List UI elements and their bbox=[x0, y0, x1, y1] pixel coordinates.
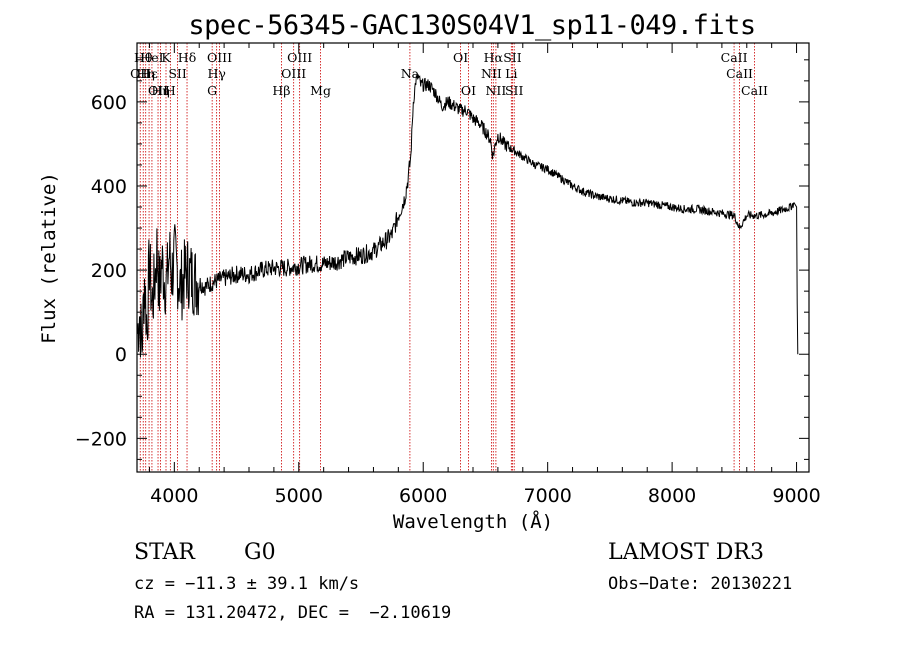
line-label-19: OI bbox=[453, 50, 468, 65]
y-tick-label: 400 bbox=[91, 176, 127, 198]
spectral-line-labels: OIIHθHηHεHeIOIIHηKHSIIHδGHγOIIIHβOIIIOII… bbox=[130, 50, 768, 98]
x-axis-label: Wavelength (Å) bbox=[393, 510, 553, 533]
line-label-9: SII bbox=[168, 66, 187, 81]
line-label-10: Hδ bbox=[178, 50, 196, 65]
line-label-4: HeI bbox=[140, 50, 163, 65]
line-label-25: SII bbox=[503, 50, 522, 65]
object-subclass: G0 bbox=[244, 540, 276, 565]
y-tick-label: −200 bbox=[75, 428, 127, 450]
x-tick-label: 5000 bbox=[275, 485, 323, 507]
line-label-18: Na bbox=[401, 66, 420, 81]
line-label-12: Hγ bbox=[207, 66, 225, 81]
x-tick-label: 7000 bbox=[523, 485, 571, 507]
line-label-11: G bbox=[207, 83, 217, 98]
line-label-27: CaII bbox=[721, 50, 748, 65]
line-label-2: Hη bbox=[137, 66, 155, 81]
x-tick-label: 9000 bbox=[772, 485, 820, 507]
observation-date: Obs−Date: 20130221 bbox=[608, 574, 793, 594]
object-class: STAR bbox=[134, 540, 195, 565]
line-label-14: Hβ bbox=[272, 83, 290, 98]
line-label-22: Hα bbox=[484, 50, 504, 65]
survey-name: LAMOST DR3 bbox=[608, 540, 764, 565]
line-label-20: OI bbox=[461, 83, 476, 98]
y-axis-label: Flux (relative) bbox=[38, 172, 60, 344]
line-label-0: OII bbox=[130, 66, 150, 81]
line-label-13: OIII bbox=[207, 50, 232, 65]
line-label-28: CaII bbox=[726, 66, 753, 81]
x-tick-label: 6000 bbox=[399, 485, 447, 507]
chart-title: spec-56345-GAC130S04V1_sp11-049.fits bbox=[188, 10, 756, 41]
y-tick-label: 0 bbox=[115, 344, 127, 366]
line-label-21: NII bbox=[481, 66, 502, 81]
line-label-8: H bbox=[165, 83, 176, 98]
redshift-velocity: cz = −11.3 ± 39.1 km/s bbox=[134, 574, 360, 594]
spectrum-series-line bbox=[137, 73, 799, 358]
plot-frame bbox=[136, 42, 810, 473]
line-label-7: K bbox=[161, 50, 171, 65]
spectral-line-markers bbox=[139, 43, 755, 472]
line-label-23: NII bbox=[485, 83, 506, 98]
line-label-16: OIII bbox=[287, 50, 312, 65]
line-label-17: Mg bbox=[310, 83, 331, 98]
x-axis-ticks: 4000 5000 6000 7000 8000 9000 bbox=[148, 43, 821, 507]
line-label-1: Hθ bbox=[134, 50, 152, 65]
y-tick-label: 600 bbox=[91, 92, 127, 114]
y-axis-ticks: −200 0 200 400 600 bbox=[75, 59, 809, 460]
line-label-5: OII bbox=[148, 83, 168, 98]
y-tick-label: 200 bbox=[91, 260, 127, 282]
line-label-3: Hε bbox=[140, 66, 157, 81]
line-label-15: OIII bbox=[281, 66, 306, 81]
x-tick-label: 8000 bbox=[648, 485, 696, 507]
x-tick-label: 4000 bbox=[150, 485, 198, 507]
line-label-24: Li bbox=[505, 66, 517, 81]
line-label-26: SII bbox=[505, 83, 524, 98]
line-label-6: Hη bbox=[151, 83, 169, 98]
coordinates: RA = 131.20472, DEC = −2.10619 bbox=[134, 603, 452, 623]
line-label-29: CaII bbox=[741, 83, 768, 98]
